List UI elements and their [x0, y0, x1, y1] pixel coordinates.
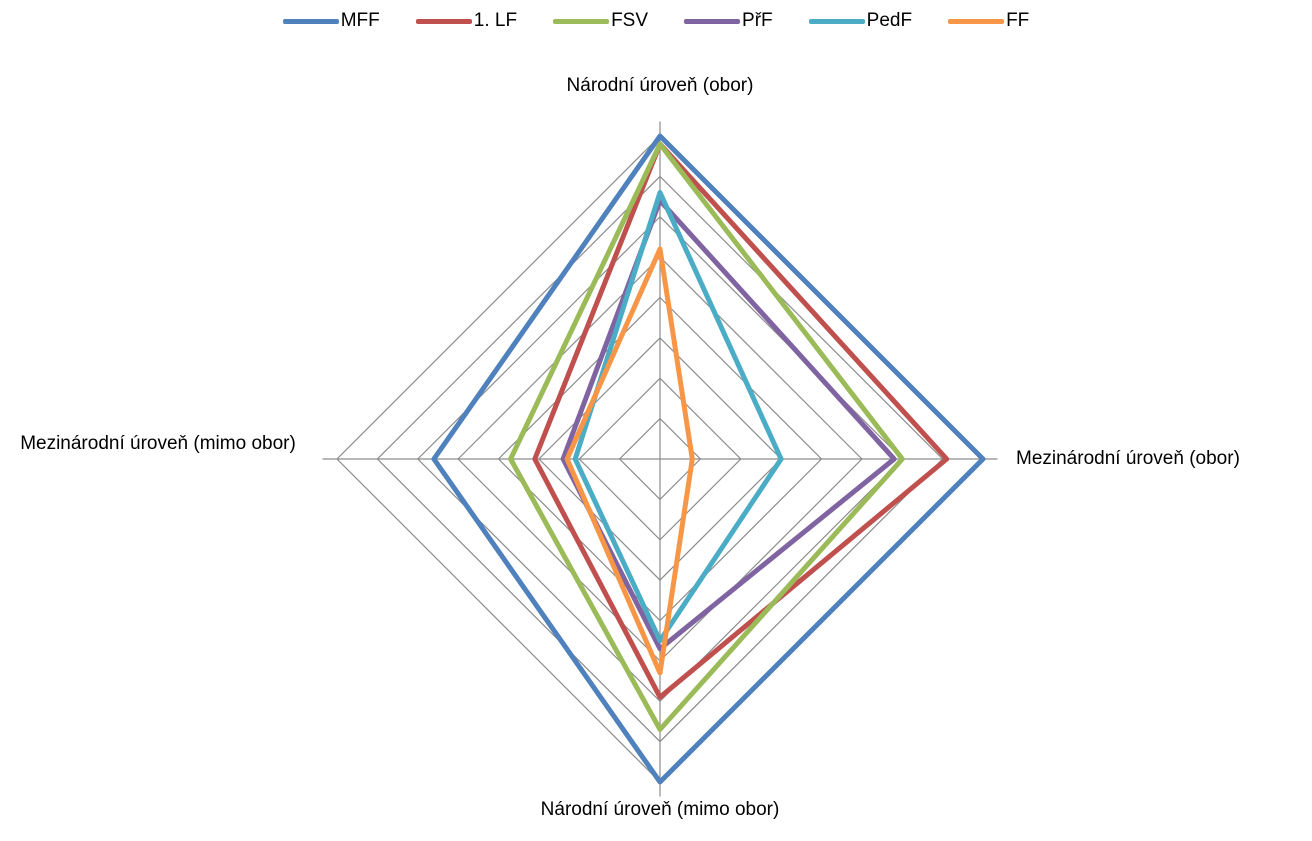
legend-item-3: PřF — [684, 10, 773, 32]
legend-item-1: 1. LF — [415, 10, 518, 32]
axis-label-top: Národní úroveň (obor) — [566, 75, 754, 96]
legend-label: MFF — [340, 10, 380, 31]
legend-item-4: PedF — [808, 10, 913, 32]
legend-swatch — [808, 18, 865, 24]
legend: MFF 1. LF FSV PřF PedF FF — [0, 10, 1312, 32]
series-line-1 — [532, 141, 950, 700]
axis-label-right: Mezinárodní úroveň (obor) — [1016, 448, 1240, 469]
legend-label: FSV — [611, 10, 649, 31]
legend-swatch — [553, 18, 610, 24]
series-line-4 — [572, 190, 784, 644]
series-line-0 — [431, 133, 986, 785]
legend-item-5: FF — [948, 10, 1029, 32]
legend-swatch — [282, 18, 339, 24]
legend-swatch — [684, 18, 741, 24]
legend-swatch — [948, 18, 1005, 24]
legend-label: 1. LF — [473, 10, 518, 31]
axis-label-left: Mezinárodní úroveň (mimo obor) — [20, 433, 296, 454]
legend-label: PedF — [866, 10, 913, 31]
legend-label: PřF — [742, 10, 773, 31]
legend-swatch — [415, 18, 472, 24]
series-line-2 — [508, 141, 905, 732]
axis-label-bottom: Národní úroveň (mimo obor) — [540, 799, 780, 820]
series-line-5 — [564, 246, 695, 676]
legend-label: FF — [1006, 10, 1030, 31]
legend-item-0: MFF — [282, 10, 380, 32]
legend-item-2: FSV — [553, 10, 648, 32]
series-line-3 — [560, 198, 897, 652]
